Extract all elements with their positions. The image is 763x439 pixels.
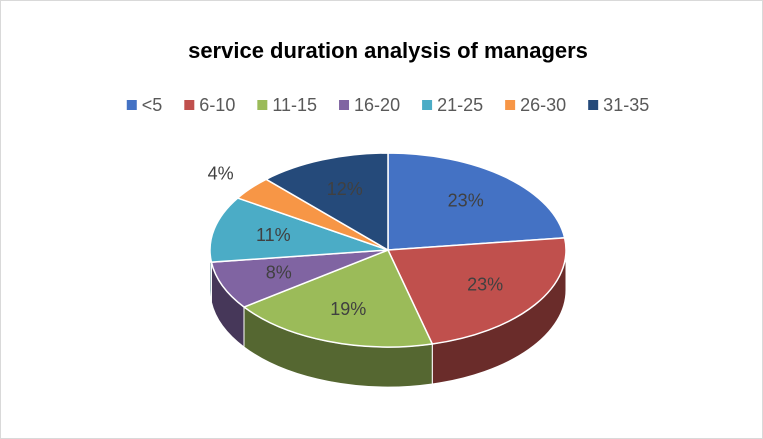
data-label: 19% bbox=[330, 299, 366, 319]
slice bbox=[209, 197, 389, 263]
data-label: 23% bbox=[448, 191, 484, 211]
legend: <5 6-10 11-15 16-20 21-25 26-30 31-35 bbox=[126, 95, 649, 115]
slice bbox=[387, 152, 566, 251]
data-label: 4% bbox=[208, 163, 234, 183]
legend-label: 16-20 bbox=[354, 95, 400, 115]
legend-label: 31-35 bbox=[603, 95, 649, 115]
legend-label: 21-25 bbox=[437, 95, 483, 115]
legend-label: 26-30 bbox=[520, 95, 566, 115]
pie-tops bbox=[209, 152, 567, 348]
slice bbox=[210, 249, 389, 308]
data-label: 23% bbox=[467, 275, 503, 295]
data-label: 8% bbox=[266, 262, 292, 282]
legend-swatch bbox=[257, 100, 268, 110]
slice bbox=[242, 249, 434, 348]
legend-swatch bbox=[126, 100, 137, 110]
legend-swatch bbox=[184, 100, 195, 110]
legend-label: 6-10 bbox=[199, 95, 235, 115]
chart-title: service duration analysis of managers bbox=[188, 38, 588, 63]
legend-swatch bbox=[588, 100, 599, 110]
legend-label: <5 bbox=[142, 95, 163, 115]
legend-swatch bbox=[422, 100, 433, 110]
slice bbox=[264, 152, 389, 252]
legend-swatch bbox=[339, 100, 350, 110]
data-label: 12% bbox=[327, 179, 363, 199]
slice bbox=[386, 237, 567, 345]
legend-swatch bbox=[505, 100, 516, 110]
legend-label: 11-15 bbox=[272, 95, 317, 115]
data-label: 11% bbox=[256, 225, 291, 245]
